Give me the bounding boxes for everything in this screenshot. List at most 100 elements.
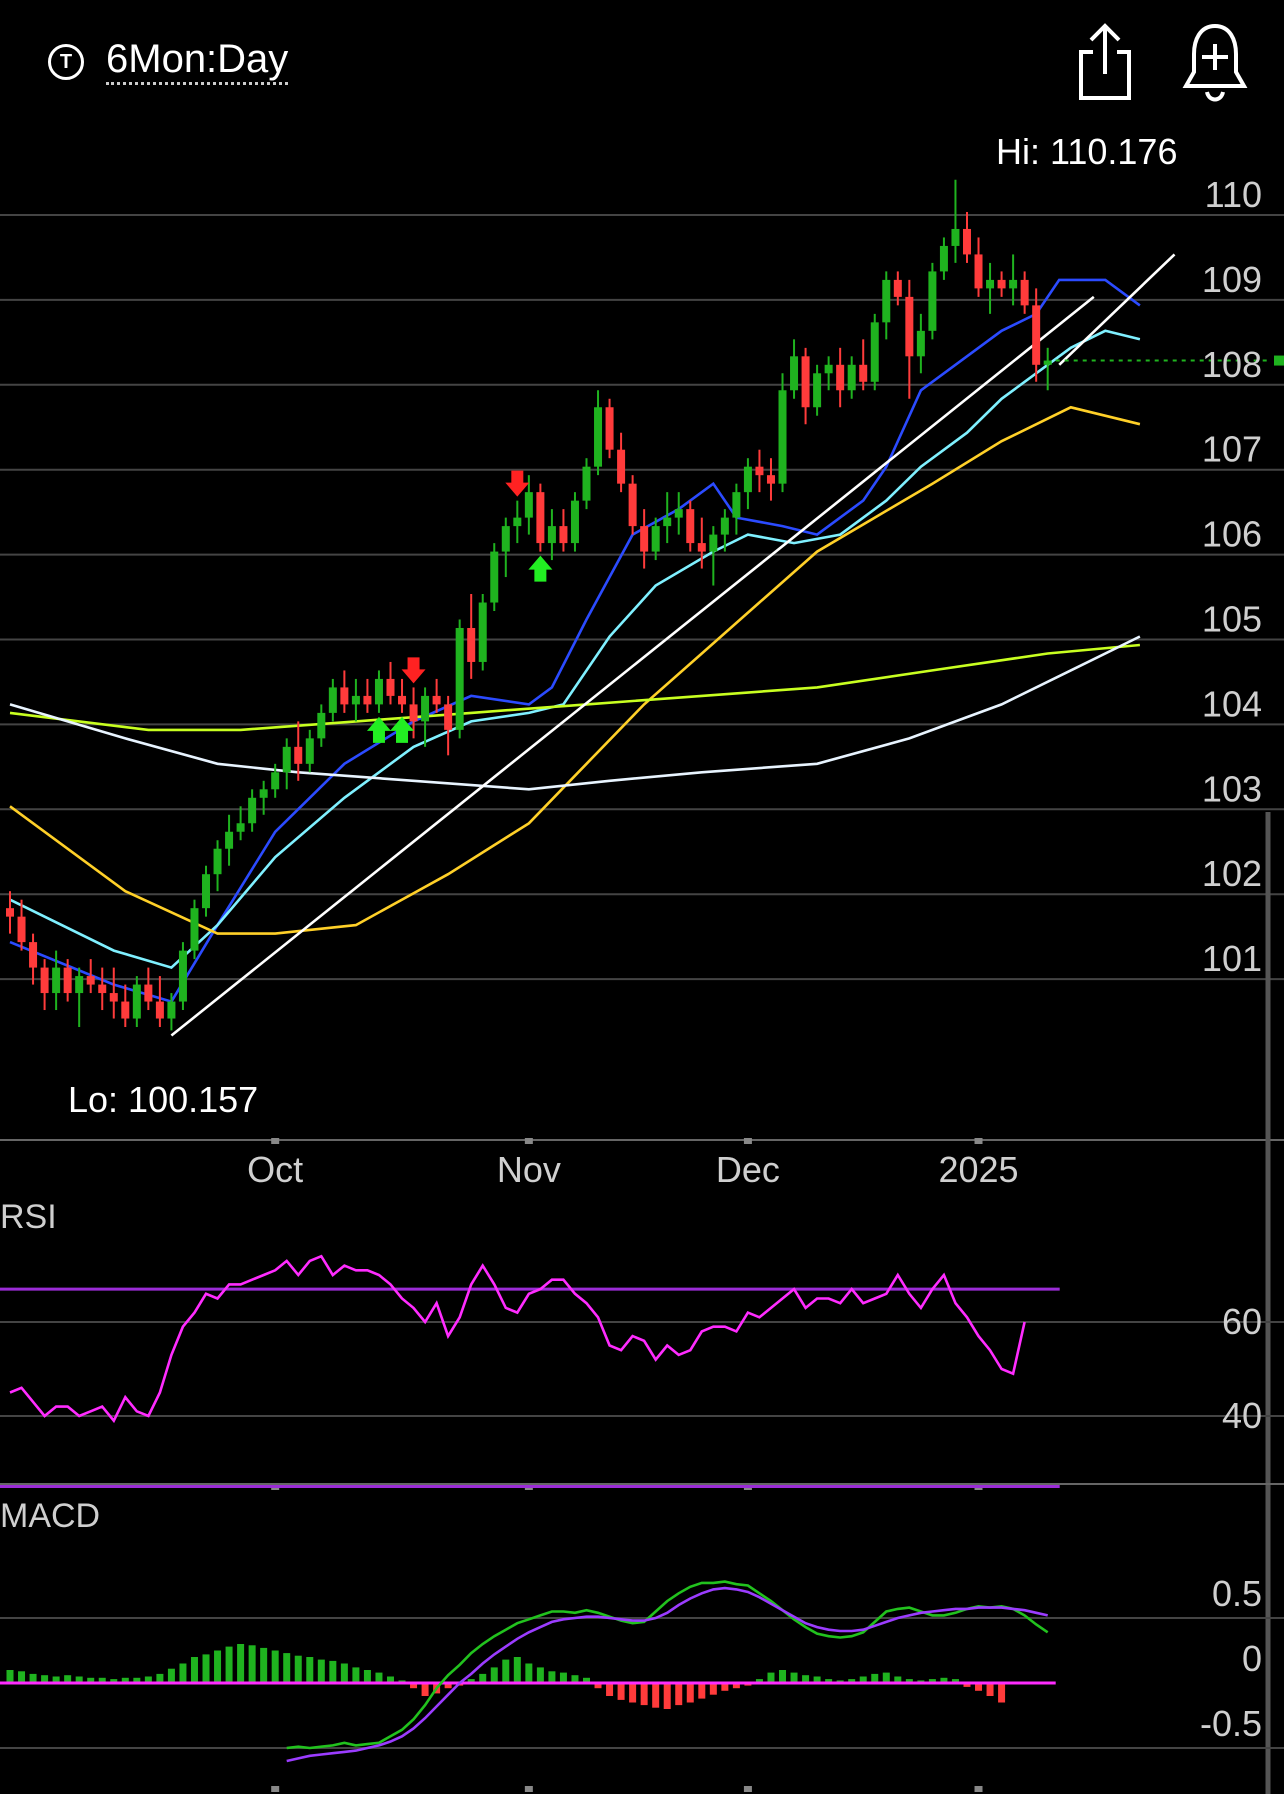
share-icon[interactable] — [1075, 22, 1135, 104]
macd-histogram-bar — [813, 1676, 821, 1683]
macd-histogram-bar — [721, 1683, 729, 1691]
candle-body — [282, 746, 291, 773]
candle-body — [962, 228, 971, 255]
candle-body — [709, 534, 718, 552]
macd-histogram-bar — [790, 1672, 798, 1683]
bell-plus-icon[interactable] — [1180, 20, 1250, 106]
macd-histogram-bar — [675, 1683, 683, 1706]
moving-average-line — [9, 405, 1141, 935]
candle-body — [1009, 279, 1018, 289]
rsi-tick-label: 60 — [1222, 1301, 1262, 1342]
macd-histogram-bar — [606, 1683, 614, 1696]
candle-body — [594, 407, 603, 467]
candle-body — [317, 712, 326, 739]
candle-body — [766, 475, 775, 484]
candle-body — [790, 356, 799, 391]
candle-body — [524, 492, 533, 518]
macd-histogram-bar — [963, 1683, 971, 1687]
macd-histogram-bar — [156, 1673, 164, 1683]
candle-body — [501, 526, 510, 552]
candle-body — [951, 228, 960, 246]
macd-histogram-bar — [571, 1675, 579, 1683]
candle-body — [605, 407, 614, 450]
macd-histogram-bar — [594, 1683, 602, 1689]
macd-panel: MACD 0.5 0 -0.5 — [0, 1497, 1284, 1763]
candle-body — [467, 627, 476, 662]
candle-body — [202, 874, 211, 909]
macd-histogram-bar — [352, 1667, 360, 1683]
lo-label: Lo: 100.157 — [68, 1079, 258, 1120]
macd-histogram-bar — [848, 1679, 856, 1683]
macd-tick-label: 0 — [1242, 1638, 1262, 1679]
candle-body — [98, 984, 107, 994]
ticker-type-icon[interactable]: T — [48, 44, 84, 80]
candle-body — [167, 1001, 176, 1019]
candle-body — [997, 279, 1006, 289]
date-tick-mark — [524, 1138, 533, 1144]
candle-body — [455, 627, 464, 730]
price-tick-label: 110 — [1205, 174, 1262, 215]
candlesticks — [6, 179, 1284, 1031]
buy-signal-arrow — [528, 555, 553, 582]
price-tick-label: 104 — [1202, 683, 1262, 724]
candle-body — [547, 526, 556, 544]
candle-body — [697, 543, 706, 552]
candle-body — [651, 526, 660, 552]
macd-histogram-bar — [237, 1644, 245, 1683]
macd-histogram-bar — [214, 1650, 222, 1683]
trendlines — [170, 253, 1176, 1037]
date-tick-label: Dec — [716, 1149, 780, 1190]
macd-histogram-bar — [652, 1683, 660, 1708]
date-tick-mark — [271, 1138, 280, 1144]
macd-histogram-bar — [467, 1679, 475, 1683]
candle-body — [663, 517, 672, 527]
macd-histogram-bar — [686, 1683, 694, 1703]
hi-label: Hi: 110.176 — [996, 131, 1177, 172]
candle-body — [836, 364, 845, 391]
candle-body — [813, 373, 822, 408]
macd-line — [286, 1586, 1048, 1763]
macd-histogram-bar — [98, 1677, 106, 1683]
candle-body — [939, 245, 948, 272]
candle-body — [294, 746, 303, 764]
macd-histogram-bar — [29, 1673, 37, 1683]
trendline — [170, 295, 1095, 1037]
macd-histogram-bar — [629, 1683, 637, 1703]
candle-body — [893, 279, 902, 297]
candle-body — [398, 695, 407, 705]
candle-body — [305, 738, 314, 764]
candle-body — [513, 517, 522, 527]
price-grid — [0, 214, 1284, 981]
macd-histogram-bar — [513, 1657, 521, 1683]
macd-histogram-bar — [951, 1679, 959, 1683]
candle-body — [121, 1001, 130, 1019]
macd-histogram-bar — [755, 1679, 763, 1683]
macd-histogram-bar — [410, 1683, 418, 1689]
candle-body — [109, 993, 118, 1002]
macd-histogram-bar — [894, 1676, 902, 1683]
macd-histogram-bar — [779, 1670, 787, 1683]
trendline — [1058, 253, 1176, 366]
candle-body — [236, 823, 245, 832]
macd-histogram-bar — [502, 1659, 510, 1683]
period-selector[interactable]: 6Mon:Day — [106, 36, 289, 85]
macd-histogram-bar — [767, 1672, 775, 1683]
moving-average-line — [9, 329, 1141, 970]
macd-histogram-bar — [87, 1677, 95, 1683]
macd-histogram-bar — [905, 1679, 913, 1683]
price-tick-label: 105 — [1202, 599, 1262, 640]
candle-body — [52, 967, 61, 994]
macd-histogram-bar — [110, 1679, 118, 1683]
candle-body — [29, 942, 38, 968]
date-tick-mark — [743, 1138, 752, 1144]
candle-body — [363, 695, 372, 705]
macd-histogram-bar — [525, 1663, 533, 1683]
macd-histogram-bar — [928, 1679, 936, 1683]
candle-body — [374, 678, 383, 705]
macd-histogram-bar — [202, 1654, 210, 1683]
candle-body — [732, 492, 741, 518]
price-tick-label: 108 — [1202, 344, 1262, 385]
candle-body — [178, 950, 187, 1002]
candle-body — [328, 687, 337, 713]
